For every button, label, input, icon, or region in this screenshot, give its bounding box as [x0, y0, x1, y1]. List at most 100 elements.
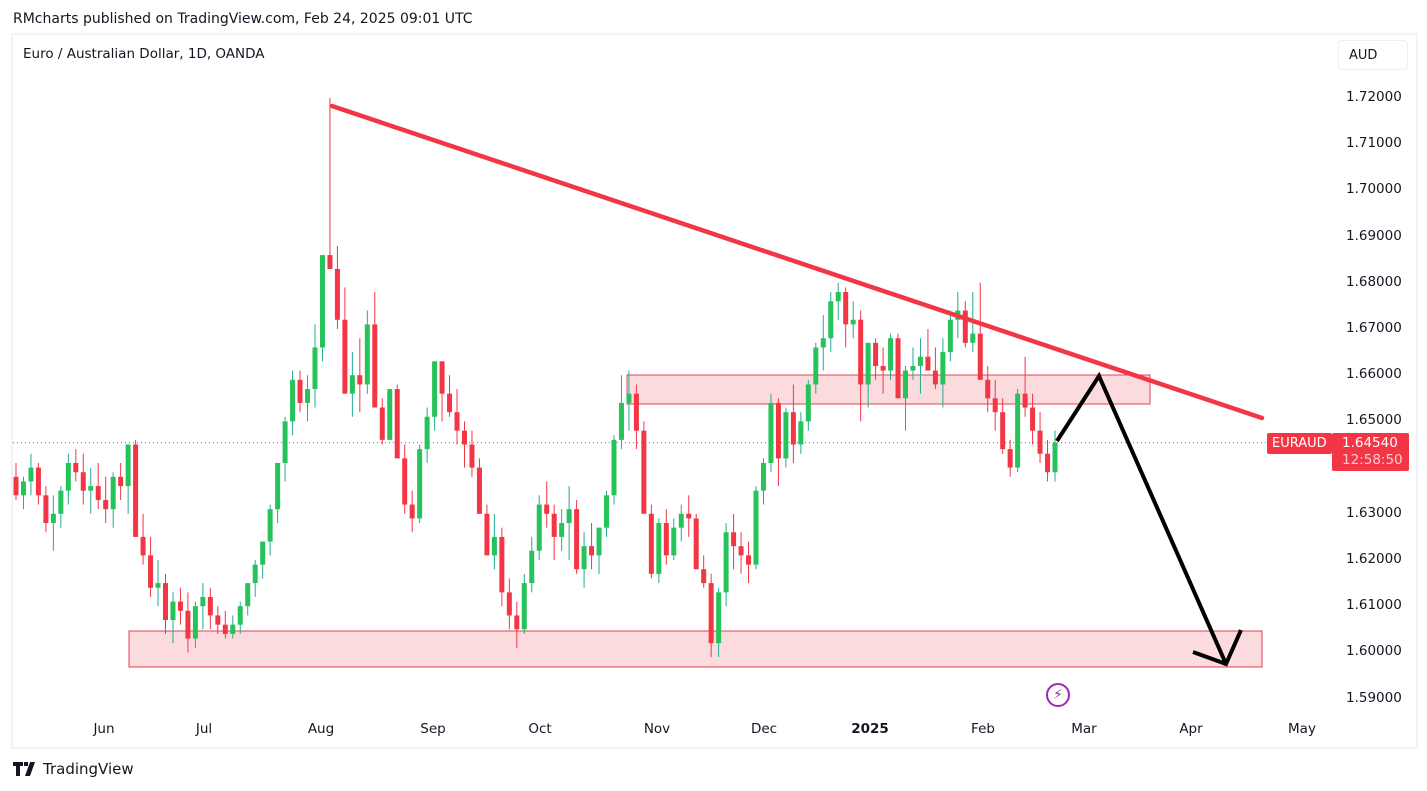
- resistance-zone[interactable]: [626, 374, 1151, 405]
- price-tick-label: 1.72000: [1346, 89, 1402, 105]
- candle: [932, 347, 938, 390]
- candle: [716, 587, 722, 658]
- candle: [626, 370, 632, 431]
- candle: [813, 342, 819, 394]
- candle: [230, 615, 236, 639]
- candle: [267, 504, 273, 556]
- candle: [828, 292, 834, 353]
- price-tick-label: 1.69000: [1346, 227, 1402, 244]
- candle: [499, 527, 505, 607]
- candle: [95, 462, 101, 510]
- candle: [843, 287, 849, 348]
- candle: [177, 587, 183, 625]
- last-price: 1.64540: [1342, 435, 1398, 451]
- candle: [65, 453, 71, 505]
- candle: [447, 375, 453, 417]
- time-tick-label: May: [1288, 721, 1316, 737]
- candle: [125, 444, 131, 514]
- candle: [200, 583, 206, 630]
- candle: [222, 610, 228, 639]
- candle: [327, 98, 333, 269]
- candle: [476, 458, 482, 514]
- candle: [940, 338, 946, 408]
- candle: [342, 287, 348, 394]
- candle: [185, 592, 191, 653]
- candle: [461, 421, 467, 468]
- arrowhead-icon: [1192, 629, 1243, 667]
- lightning-event-icon[interactable]: ⚡: [1046, 683, 1070, 707]
- candle: [282, 416, 288, 482]
- candle: [305, 375, 311, 422]
- candle: [768, 393, 774, 473]
- candle: [910, 347, 916, 380]
- candle: [454, 389, 460, 445]
- candle: [775, 398, 781, 487]
- candle: [753, 486, 759, 570]
- time-tick-label: Nov: [643, 721, 671, 737]
- trendline[interactable]: [329, 103, 1265, 421]
- candle: [80, 453, 86, 505]
- candle: [1015, 389, 1021, 473]
- candle: [521, 573, 527, 634]
- candle: [985, 365, 991, 413]
- candle: [596, 527, 602, 574]
- candle: [424, 407, 430, 463]
- candle: [103, 476, 109, 524]
- tradingview-logo[interactable]: TradingView: [13, 760, 134, 778]
- projection-arrow-path[interactable]: [1055, 371, 1228, 665]
- candle: [858, 310, 864, 422]
- currency-button[interactable]: AUD: [1338, 40, 1408, 70]
- candle: [215, 606, 221, 634]
- candle: [895, 333, 901, 399]
- candle: [50, 495, 56, 551]
- price-tick-label: 1.62000: [1346, 551, 1402, 567]
- candle: [245, 583, 251, 616]
- candle: [701, 555, 707, 588]
- candle: [379, 398, 385, 445]
- time-tick-label: Jun: [93, 721, 115, 737]
- candle: [589, 523, 595, 570]
- candle: [469, 430, 475, 477]
- price-tick-label: 1.67000: [1346, 320, 1402, 336]
- candle: [1045, 439, 1051, 482]
- candle: [372, 292, 378, 408]
- price-tick-label: 1.70000: [1346, 181, 1402, 198]
- candle: [708, 573, 714, 658]
- candle: [252, 560, 258, 597]
- price-tick-label: 1.65000: [1346, 412, 1402, 429]
- candle: [491, 513, 497, 570]
- support-zone[interactable]: [128, 630, 1263, 668]
- time-tick-label: Mar: [1071, 721, 1097, 737]
- price-tick-label: 1.63000: [1346, 504, 1402, 521]
- candle: [850, 301, 856, 339]
- candle: [387, 389, 393, 440]
- candle: [618, 375, 624, 450]
- candle: [297, 370, 303, 413]
- time-tick-label: Jul: [195, 721, 213, 737]
- candle: [260, 541, 266, 579]
- candle: [334, 245, 340, 329]
- candle: [738, 532, 744, 574]
- price-tick-label: 1.60000: [1346, 643, 1402, 660]
- candle: [1037, 412, 1043, 463]
- time-tick-label: Aug: [307, 721, 335, 737]
- candle: [432, 361, 438, 431]
- candle: [671, 518, 677, 560]
- time-tick-label: 2025: [851, 721, 889, 737]
- candle: [633, 384, 639, 450]
- candle: [574, 499, 580, 574]
- candle: [417, 444, 423, 524]
- time-tick-label: Oct: [528, 721, 552, 737]
- price-tick-label: 1.66000: [1346, 366, 1402, 383]
- candle: [731, 513, 737, 570]
- ticker-label: EURAUD: [1267, 433, 1332, 454]
- candle: [349, 352, 355, 417]
- candle: [484, 504, 490, 556]
- candle: [1030, 393, 1036, 445]
- candle: [947, 310, 953, 362]
- candle: [888, 333, 894, 380]
- brand-name: TradingView: [43, 760, 134, 778]
- candle: [58, 486, 64, 528]
- candle: [693, 513, 699, 570]
